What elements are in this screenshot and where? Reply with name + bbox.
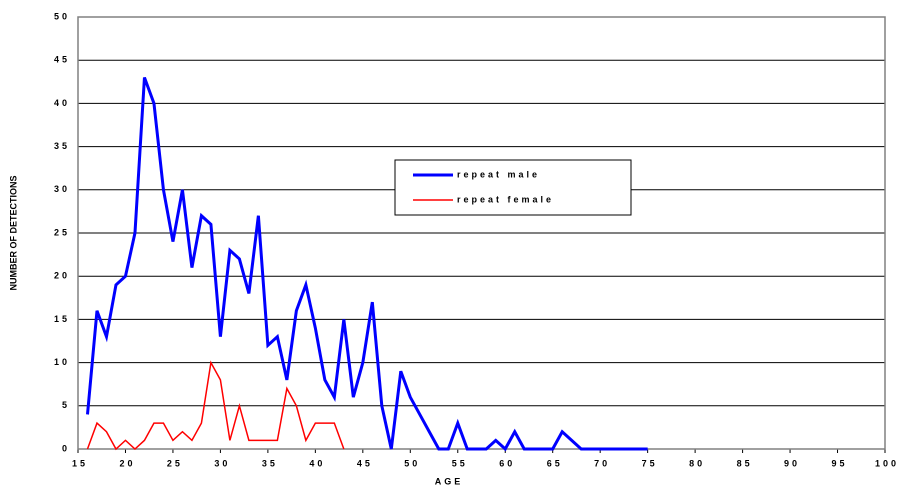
x-tick-label: 35 (262, 458, 278, 468)
x-tick-label: 55 (452, 458, 468, 468)
y-tick-label: 45 (54, 55, 70, 65)
legend-label: repeat male (457, 169, 540, 179)
x-axis-label: AGE (435, 476, 464, 486)
y-tick-label: 50 (54, 11, 70, 21)
y-tick-label: 20 (54, 271, 70, 281)
x-tick-label: 85 (737, 458, 753, 468)
y-tick-label: 35 (54, 141, 70, 151)
x-tick-label: 25 (167, 458, 183, 468)
y-axis-label: NUMBER OF DETECTIONS (8, 175, 18, 290)
x-tick-label: 60 (499, 458, 515, 468)
x-tick-label: 50 (404, 458, 420, 468)
legend-label: repeat female (457, 194, 554, 204)
x-tick-label: 15 (72, 458, 88, 468)
x-tick-label: 100 (875, 458, 898, 468)
y-tick-label: 10 (54, 357, 70, 367)
y-tick-label: 15 (54, 314, 70, 324)
x-tick-label: 70 (594, 458, 610, 468)
series-line (86, 76, 648, 452)
x-tick-label: 45 (357, 458, 373, 468)
legend-box (394, 159, 632, 216)
y-tick-label: 5 (62, 400, 70, 410)
x-tick-label: 65 (547, 458, 563, 468)
x-tick-label: 20 (119, 458, 135, 468)
x-tick-label: 30 (214, 458, 230, 468)
legend: repeat male repeat female (394, 159, 632, 216)
x-tick-label: 75 (642, 458, 658, 468)
y-tick-label: 40 (54, 98, 70, 108)
series-line (86, 360, 345, 451)
y-tick-label: 0 (62, 443, 70, 453)
x-tick-label: 95 (832, 458, 848, 468)
y-tick-label: 30 (54, 184, 70, 194)
y-tick-label: 25 (54, 227, 70, 237)
x-tick-label: 90 (784, 458, 800, 468)
x-tick-label: 80 (689, 458, 705, 468)
x-tick-label: 40 (309, 458, 325, 468)
